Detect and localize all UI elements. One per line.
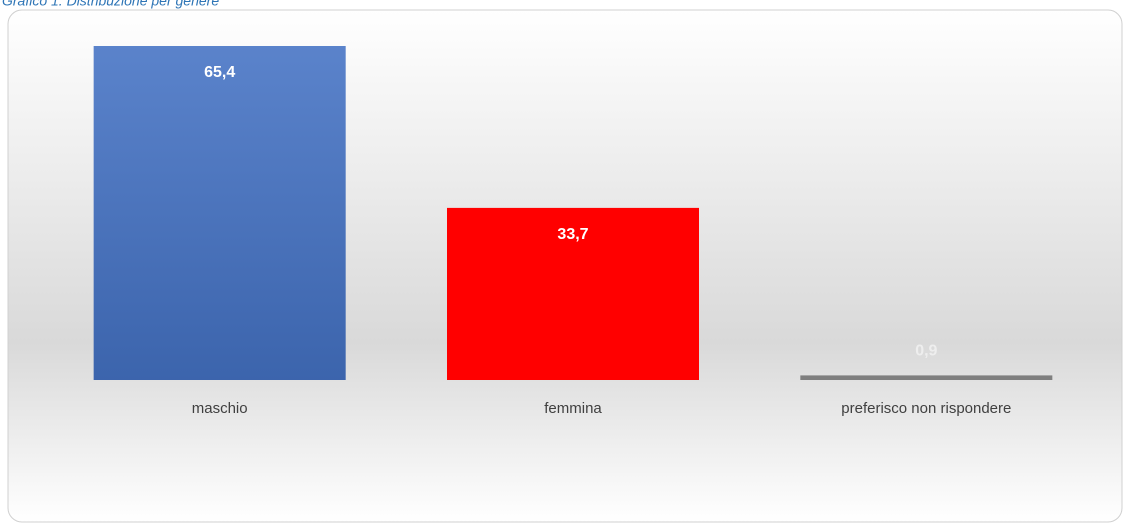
bar: [447, 207, 699, 380]
chart-title: Grafico 1. Distribuzione per genere: [2, 0, 219, 9]
x-tick-label: maschio: [192, 400, 248, 417]
data-label: 65,4: [204, 64, 235, 81]
bar: [800, 375, 1053, 380]
data-label: 0,9: [915, 343, 937, 360]
x-tick-label: preferisco non rispondere: [841, 400, 1011, 417]
x-tick-label: femmina: [544, 400, 602, 417]
bar-shade: [93, 46, 346, 380]
data-label: 33,7: [557, 226, 588, 243]
